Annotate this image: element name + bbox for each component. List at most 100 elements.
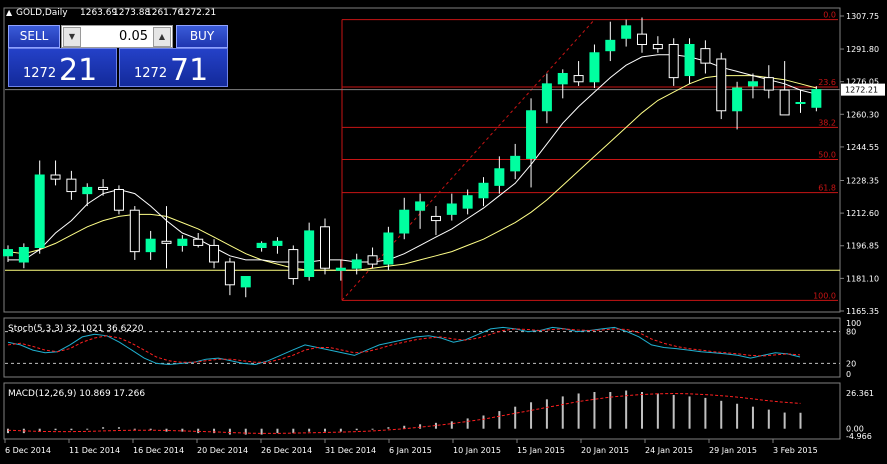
price-scale-label: 1165.35 [846, 307, 879, 316]
macd-histogram-bar [799, 412, 802, 429]
candle-bullish[interactable] [526, 110, 537, 159]
price-scale-label: 1181.10 [846, 274, 879, 283]
candle-bullish[interactable] [446, 203, 457, 215]
candle-bearish[interactable] [573, 75, 584, 83]
macd-histogram-bar [70, 428, 73, 431]
candle-bearish[interactable] [779, 89, 790, 116]
candle-bearish[interactable] [430, 215, 441, 222]
candle-bullish[interactable] [145, 238, 156, 253]
lot-increase-button[interactable]: ▲ [153, 27, 171, 47]
current-price-label: 1272.21 [845, 86, 878, 95]
macd-histogram-bar [387, 427, 390, 429]
sell-button[interactable]: SELL [8, 25, 60, 48]
candle-bearish[interactable] [129, 209, 140, 253]
macd-histogram-bar [482, 415, 485, 429]
macd-histogram-bar [625, 390, 628, 429]
macd-histogram-bar [308, 428, 311, 432]
candle-bearish[interactable] [113, 188, 124, 211]
candle-bullish[interactable] [256, 242, 267, 249]
lot-size-value[interactable]: 0.05 [119, 29, 148, 44]
candle-bearish[interactable] [320, 226, 330, 269]
macd-histogram-bar [593, 391, 596, 429]
candle-bullish[interactable] [795, 101, 806, 104]
ohlc-high: 1273.88 [113, 8, 150, 18]
macd-histogram-bar [260, 428, 263, 435]
candle-bullish[interactable] [478, 182, 489, 199]
fib-level-label: 61.8 [818, 184, 836, 193]
time-axis-label: 15 Jan 2015 [517, 446, 565, 455]
chart-symbol: GOLD,Daily [16, 8, 68, 18]
stoch-scale-label: 0 [846, 370, 851, 379]
candle-bullish[interactable] [732, 87, 743, 112]
candle-bearish[interactable] [367, 255, 378, 265]
candle-bullish[interactable] [272, 240, 283, 246]
time-axis-label: 16 Dec 2014 [133, 446, 184, 455]
candle-bearish[interactable] [716, 58, 727, 112]
price-scale-label: 1291.80 [846, 45, 879, 54]
price-scale-label: 1244.55 [846, 143, 879, 152]
candle-bearish[interactable] [700, 48, 711, 64]
candle-bullish[interactable] [351, 259, 362, 269]
candle-bullish[interactable] [541, 83, 552, 112]
buy-price-tile[interactable]: 1272 71 [119, 48, 228, 88]
candle-bullish[interactable] [510, 155, 521, 172]
macd-scale-label: 26.361 [846, 389, 874, 398]
macd-histogram-bar [324, 428, 326, 432]
macd-histogram-bar [545, 399, 548, 429]
candle-bearish[interactable] [193, 238, 204, 246]
candle-bullish[interactable] [34, 174, 45, 249]
sell-price-tile[interactable]: 1272 21 [8, 48, 117, 88]
macd-histogram-bar [736, 403, 739, 429]
candle-bullish[interactable] [684, 43, 695, 77]
candle-bearish[interactable] [98, 186, 109, 190]
macd-histogram-bar [641, 391, 643, 429]
candle-bullish[interactable] [3, 249, 13, 257]
symbol-triangle-icon[interactable]: ▲ [6, 8, 13, 17]
macd-histogram-bar [434, 422, 437, 429]
macd-pane[interactable] [3, 382, 841, 440]
candle-bearish[interactable] [66, 178, 77, 193]
buy-button[interactable]: BUY [176, 25, 228, 48]
macd-histogram-bar [102, 427, 105, 429]
candle-bearish[interactable] [161, 240, 172, 244]
candle-bullish[interactable] [304, 230, 315, 278]
candle-bullish[interactable] [335, 267, 346, 271]
candle-bearish[interactable] [224, 261, 235, 286]
candle-bullish[interactable] [383, 232, 394, 265]
candle-bullish[interactable] [811, 89, 822, 108]
candle-bullish[interactable] [415, 201, 426, 211]
candle-bearish[interactable] [209, 244, 220, 263]
time-axis-label: 31 Dec 2014 [325, 446, 376, 455]
candle-bearish[interactable] [652, 43, 663, 50]
candle-bullish[interactable] [18, 247, 29, 263]
candle-bullish[interactable] [589, 52, 600, 83]
candle-bullish[interactable] [177, 238, 188, 246]
macd-histogram-bar [213, 428, 216, 434]
candle-bullish[interactable] [240, 276, 251, 288]
candle-bullish[interactable] [605, 39, 616, 52]
macd-histogram-bar [86, 428, 89, 430]
candle-bearish[interactable] [668, 43, 679, 79]
time-axis-label: 29 Jan 2015 [709, 446, 757, 455]
time-axis-label: 24 Jan 2015 [645, 446, 693, 455]
candle-bullish[interactable] [621, 25, 632, 39]
macd-histogram-bar [38, 428, 41, 432]
candle-bearish[interactable] [637, 33, 647, 45]
candle-bearish[interactable] [50, 174, 61, 180]
candle-bullish[interactable] [462, 195, 473, 209]
price-scale-label: 1196.85 [846, 242, 879, 251]
candle-bullish[interactable] [747, 81, 758, 87]
lot-decrease-button[interactable]: ▼ [63, 27, 81, 47]
candle-bullish[interactable] [494, 168, 505, 186]
candle-bullish[interactable] [399, 209, 410, 234]
candle-bullish[interactable] [82, 186, 93, 195]
macd-histogram-bar [751, 406, 754, 429]
macd-histogram-bar [672, 394, 675, 429]
candle-bearish[interactable] [288, 249, 299, 280]
macd-histogram-bar [577, 393, 580, 429]
price-scale-label: 1260.30 [846, 110, 879, 119]
candle-bullish[interactable] [557, 72, 568, 85]
candle-bearish[interactable] [763, 77, 774, 91]
lot-size-field[interactable]: ▼ 0.05 ▲ [61, 25, 173, 48]
stoch-pane[interactable] [3, 317, 841, 378]
